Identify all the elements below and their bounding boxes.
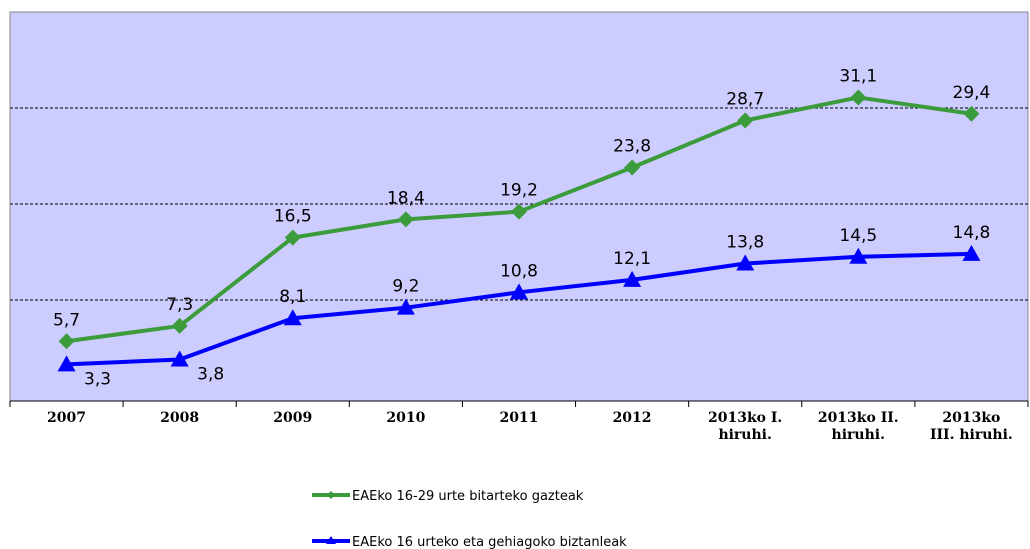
marker bbox=[511, 203, 527, 220]
marker bbox=[510, 283, 528, 300]
data-label: 31,1 bbox=[839, 66, 877, 86]
x-tick-label: 2009 bbox=[273, 410, 313, 426]
legend-label: EAEko 16-29 urte bitarteko gazteak bbox=[352, 489, 584, 504]
x-tick-label: 2012 bbox=[612, 410, 652, 426]
marker bbox=[736, 254, 755, 271]
data-label: 28,7 bbox=[726, 89, 764, 109]
data-label: 23,8 bbox=[613, 137, 651, 157]
data-label: 3,3 bbox=[84, 369, 111, 389]
x-tick-label: 2013ko I. hiruhi. bbox=[708, 410, 783, 443]
marker bbox=[397, 211, 414, 228]
data-label: 14,5 bbox=[839, 226, 877, 246]
data-label: 14,8 bbox=[953, 223, 991, 243]
data-label: 3,8 bbox=[197, 365, 224, 385]
legend-label: EAEko 16 urteko eta gehiagoko biztanleak bbox=[352, 535, 627, 549]
data-label: 8,1 bbox=[279, 287, 306, 307]
marker bbox=[171, 317, 188, 334]
x-tick-label: 2013ko III. hiruhi. bbox=[929, 410, 1013, 443]
data-label: 9,2 bbox=[392, 277, 419, 297]
data-label: 16,5 bbox=[274, 207, 312, 227]
marker bbox=[624, 159, 641, 176]
x-tick-label: 2008 bbox=[160, 410, 200, 426]
data-label: 13,8 bbox=[726, 233, 764, 253]
marker bbox=[850, 89, 867, 106]
marker bbox=[849, 247, 868, 264]
marker bbox=[737, 112, 754, 129]
marker bbox=[396, 298, 415, 315]
marker bbox=[58, 333, 75, 350]
data-label: 7,3 bbox=[166, 295, 193, 315]
x-tick-label: 2013ko II. hiruhi. bbox=[817, 410, 899, 443]
data-label: 29,4 bbox=[953, 83, 991, 103]
legend-marker bbox=[327, 491, 335, 499]
legend-marker bbox=[326, 536, 336, 544]
data-label: 5,7 bbox=[53, 310, 80, 330]
data-label: 10,8 bbox=[500, 261, 538, 281]
marker bbox=[170, 350, 189, 367]
marker bbox=[623, 270, 642, 287]
data-label: 12,1 bbox=[613, 249, 651, 269]
marker bbox=[963, 105, 980, 122]
data-label: 18,4 bbox=[387, 188, 425, 208]
marker bbox=[57, 355, 76, 372]
x-tick-label: 2011 bbox=[499, 410, 539, 426]
x-tick-label: 2010 bbox=[386, 410, 426, 426]
marker bbox=[283, 309, 302, 326]
marker bbox=[284, 229, 301, 246]
x-tick-label: 2007 bbox=[47, 410, 86, 426]
data-label: 19,2 bbox=[500, 181, 538, 201]
marker bbox=[962, 244, 981, 261]
